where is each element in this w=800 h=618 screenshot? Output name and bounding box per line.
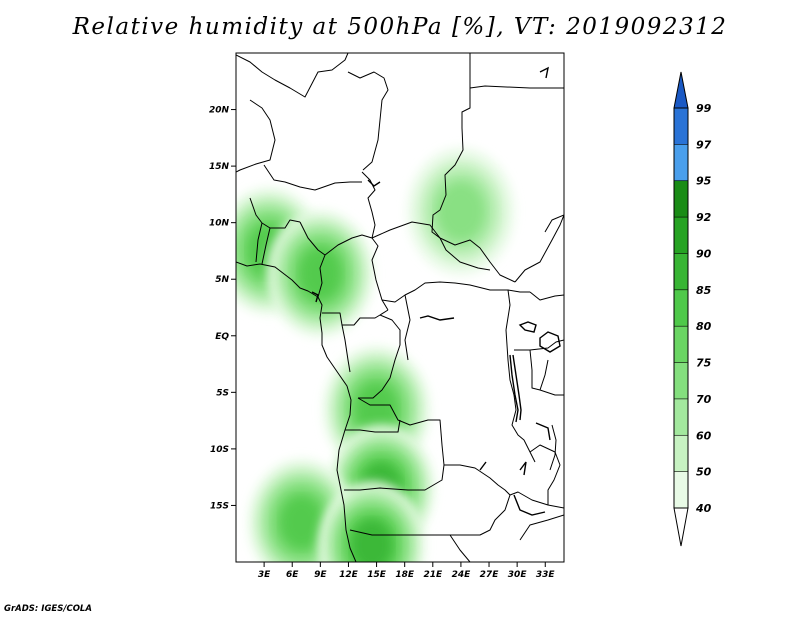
colorbar-segment	[674, 144, 688, 181]
colorbar-label: 60	[696, 429, 712, 442]
colorbar-min-arrow	[673, 507, 689, 547]
lakes	[311, 66, 561, 516]
colorbar-label: 50	[696, 466, 712, 479]
colorbar-segment	[674, 326, 688, 363]
country-borders	[236, 53, 564, 562]
map-title: Relative humidity at 500hPa [%], VT: 201…	[72, 14, 728, 40]
colorbar-label: 90	[696, 247, 712, 260]
lon-tick-label: 27E	[480, 570, 500, 580]
lon-tick-label: 33E	[536, 570, 556, 580]
lon-tick-label: 21E	[423, 570, 443, 580]
lat-tick-label: 15N	[209, 162, 230, 172]
colorbar-label: 75	[696, 357, 712, 370]
lat-tick-label: 20N	[209, 106, 230, 116]
lon-tick-label: 3E	[258, 570, 271, 580]
humidity-blob-5-85	[352, 520, 392, 562]
map-frame	[235, 52, 565, 563]
lat-tick-label: EQ	[215, 332, 229, 342]
colorbar-segment	[674, 435, 688, 472]
lon-tick-label: 9E	[314, 570, 327, 580]
colorbar-label: 80	[696, 320, 712, 333]
lon-tick-label: 18E	[395, 570, 415, 580]
lat-tick-label: 5N	[215, 275, 229, 285]
lon-tick-label: 6E	[286, 570, 299, 580]
colorbar-segment	[674, 217, 688, 254]
lat-tick-label: 5S	[216, 388, 229, 398]
colorbar-label: 99	[696, 102, 712, 115]
colorbar-segment	[674, 108, 688, 145]
colorbar-segment	[674, 180, 688, 218]
lon-tick-label: 15E	[367, 570, 387, 580]
colorbar-segment	[674, 289, 688, 327]
colorbar-segment	[674, 362, 688, 399]
lon-tick-label: 12E	[339, 570, 359, 580]
lat-tick-label: 10N	[209, 219, 230, 229]
colorbar-label: 70	[696, 393, 712, 406]
lat-tick-label: 10S	[210, 445, 229, 455]
latitude-axis: 20N 15N 10N 5N EQ 5S 10S 15S	[209, 106, 236, 511]
humidity-blob-4-80	[280, 496, 323, 549]
colorbar-label: 85	[696, 284, 712, 297]
colorbar-label: 95	[696, 175, 712, 188]
lon-tick-label: 30E	[508, 570, 528, 580]
humidity-blob-6-70	[436, 181, 485, 241]
grads-credit: GrADS: IGES/COLA	[4, 604, 92, 614]
humidity-blob-2-80	[355, 383, 398, 435]
colorbar-segment	[674, 471, 688, 508]
longitude-axis: 3E 6E 9E 12E 15E 18E 21E 24E 27E 30E 33E	[258, 562, 556, 580]
colorbar-segment	[674, 398, 688, 436]
colorbar-max-arrow	[673, 71, 689, 109]
lon-tick-label: 24E	[452, 570, 472, 580]
colorbar-segment	[674, 253, 688, 290]
colorbar-label: 97	[696, 138, 712, 151]
colorbar-label: 40	[695, 502, 712, 515]
lat-tick-label: 15S	[210, 501, 229, 511]
colorbar-label: 92	[696, 211, 712, 224]
